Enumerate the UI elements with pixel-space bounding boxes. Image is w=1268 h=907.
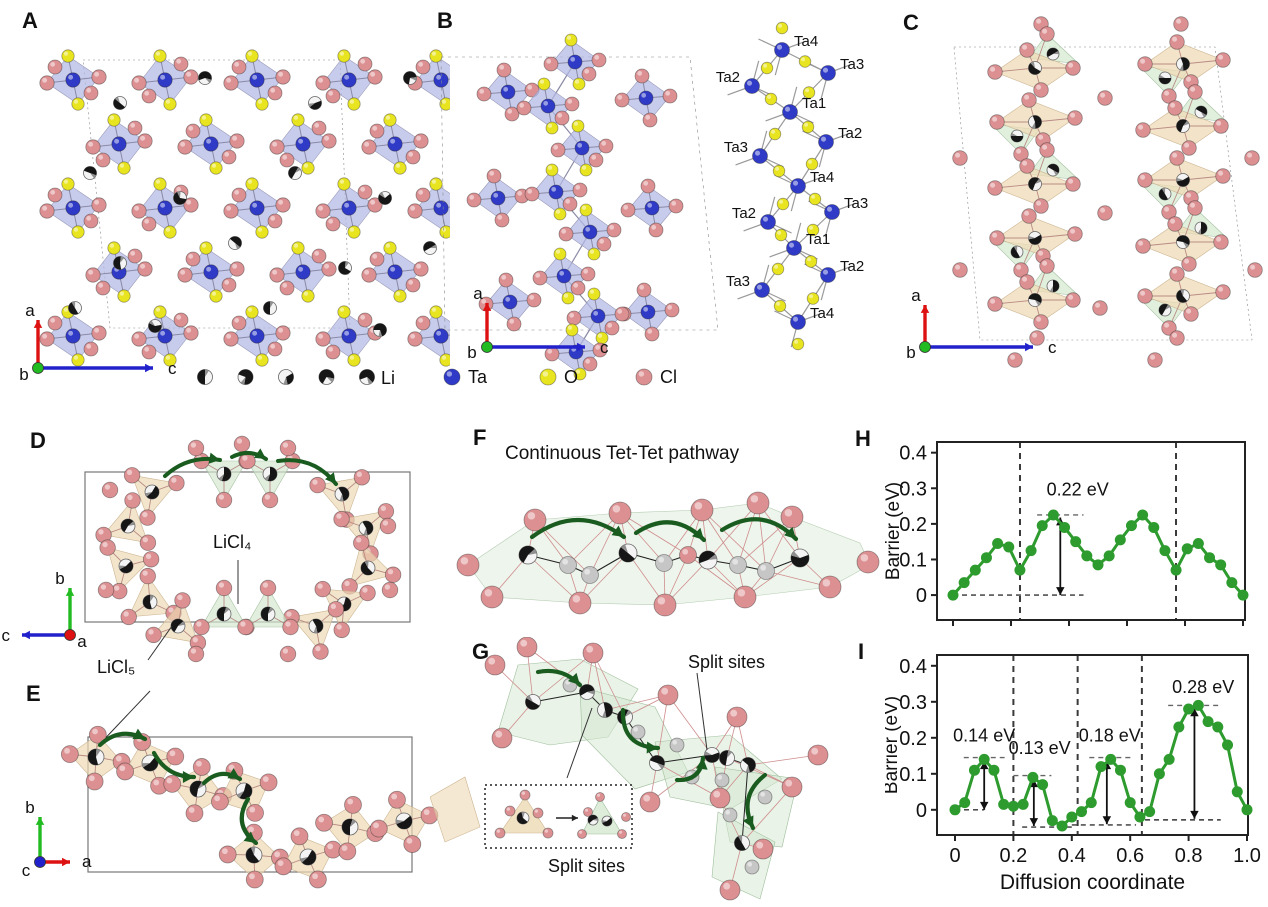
panel-label-e: E — [26, 681, 41, 706]
svg-text:Ta3: Ta3 — [844, 195, 868, 212]
svg-text:Ta4: Ta4 — [810, 169, 834, 186]
panel-label-f: F — [473, 425, 487, 450]
svg-text:b: b — [19, 365, 28, 384]
svg-text:Ta2: Ta2 — [732, 205, 756, 222]
svg-text:0.8: 0.8 — [1175, 845, 1203, 867]
atom-legend: Ta O Cl — [443, 367, 677, 387]
panel-label-g: G — [472, 639, 490, 664]
svg-text:Barrier (eV): Barrier (eV) — [885, 482, 904, 580]
svg-text:Ta3: Ta3 — [724, 139, 748, 156]
svg-text:1.0: 1.0 — [1233, 845, 1261, 867]
svg-text:0.18 eV: 0.18 eV — [1079, 725, 1141, 745]
panel-label-i: I — [858, 639, 865, 664]
panel-d-structure: b c a — [2, 435, 411, 663]
svg-text:0.3: 0.3 — [899, 692, 927, 714]
svg-text:Ta3: Ta3 — [726, 273, 750, 290]
svg-text:Li: Li — [381, 368, 395, 388]
svg-text:a: a — [25, 301, 35, 320]
panel-label-h: H — [855, 426, 871, 451]
svg-text:a: a — [82, 852, 92, 871]
svg-text:Cl: Cl — [660, 367, 677, 387]
panel-label-c: C — [903, 10, 919, 35]
svg-text:0.2: 0.2 — [999, 845, 1027, 867]
panel-label-b: B — [437, 8, 453, 33]
svg-text:Ta3: Ta3 — [840, 56, 864, 73]
svg-text:b: b — [467, 343, 476, 362]
svg-text:Ta2: Ta2 — [716, 69, 740, 86]
svg-text:Diffusion coordinate: Diffusion coordinate — [1000, 871, 1185, 894]
panel-h-chart: 0 0.1 0.2 0.3 0.4 0.22 eV Barrier (eV) — [885, 441, 1249, 626]
svg-text:0.4: 0.4 — [1058, 845, 1086, 867]
svg-text:Ta4: Ta4 — [794, 33, 818, 50]
licl5-label: LiCl₅ — [97, 657, 136, 677]
svg-text:b: b — [55, 569, 64, 588]
svg-text:Ta1: Ta1 — [806, 231, 830, 248]
svg-text:a: a — [473, 284, 483, 303]
svg-text:0.6: 0.6 — [1116, 845, 1144, 867]
split-sites-label-bottom: Split sites — [548, 856, 626, 876]
svg-text:0.4: 0.4 — [899, 656, 927, 678]
panel-label-a: A — [22, 8, 38, 33]
svg-text:0.22 eV: 0.22 eV — [1047, 479, 1109, 499]
svg-text:0.14 eV: 0.14 eV — [953, 725, 1015, 745]
svg-text:O: O — [564, 367, 578, 387]
svg-text:Ta1: Ta1 — [802, 95, 826, 112]
svg-text:Ta2: Ta2 — [838, 125, 862, 142]
svg-text:0.2: 0.2 — [899, 514, 927, 536]
svg-text:b: b — [25, 798, 34, 817]
svg-text:0.3: 0.3 — [899, 478, 927, 500]
svg-text:0.1: 0.1 — [899, 549, 927, 571]
svg-text:0.4: 0.4 — [899, 443, 927, 465]
panel-i-chart: 0 0.1 0.2 0.3 0.4 0 0.2 0.4 0.6 0.8 1.0 0.14 eV0.13… — [885, 654, 1261, 894]
panel-g-structure — [430, 637, 829, 901]
panel-b-structure: Ta4 Ta2 Ta3 Ta1 Ta2 Ta3 Ta4 Ta2 Ta3 Ta1 Ta2 Ta3 Ta4 T… — [440, 21, 868, 387]
svg-text:Ta4: Ta4 — [810, 305, 834, 322]
svg-text:0.28 eV: 0.28 eV — [1172, 677, 1234, 697]
svg-text:c: c — [22, 861, 31, 880]
svg-text:c: c — [1048, 338, 1057, 357]
svg-text:0.13 eV: 0.13 eV — [1009, 738, 1071, 758]
svg-text:Ta2: Ta2 — [840, 258, 864, 275]
panel-a-structure: Li a c b — [19, 49, 450, 388]
licl4-label: LiCl₄ — [213, 532, 252, 552]
panel-label-d: D — [30, 428, 46, 453]
panel-c-structure: a c b — [906, 16, 1263, 368]
svg-text:0.2: 0.2 — [899, 728, 927, 750]
svg-text:0: 0 — [916, 585, 927, 607]
svg-text:c: c — [2, 626, 11, 645]
svg-text:b: b — [906, 343, 915, 362]
svg-text:c: c — [168, 359, 177, 378]
svg-text:a: a — [77, 632, 87, 651]
svg-text:Ta: Ta — [468, 367, 488, 387]
panel-f-structure — [456, 491, 880, 617]
svg-text:c: c — [600, 338, 609, 357]
li-occupancy-legend: Li — [197, 368, 395, 388]
panel-f-title: Continuous Tet-Tet pathway — [505, 443, 740, 464]
svg-text:0.1: 0.1 — [899, 764, 927, 786]
svg-text:0: 0 — [916, 800, 927, 822]
panel-e-structure: b a c — [22, 690, 439, 889]
svg-text:Barrier (eV): Barrier (eV) — [885, 696, 902, 794]
split-sites-label-top: Split sites — [688, 652, 766, 672]
svg-text:a: a — [911, 286, 921, 305]
svg-text:0: 0 — [949, 845, 960, 867]
